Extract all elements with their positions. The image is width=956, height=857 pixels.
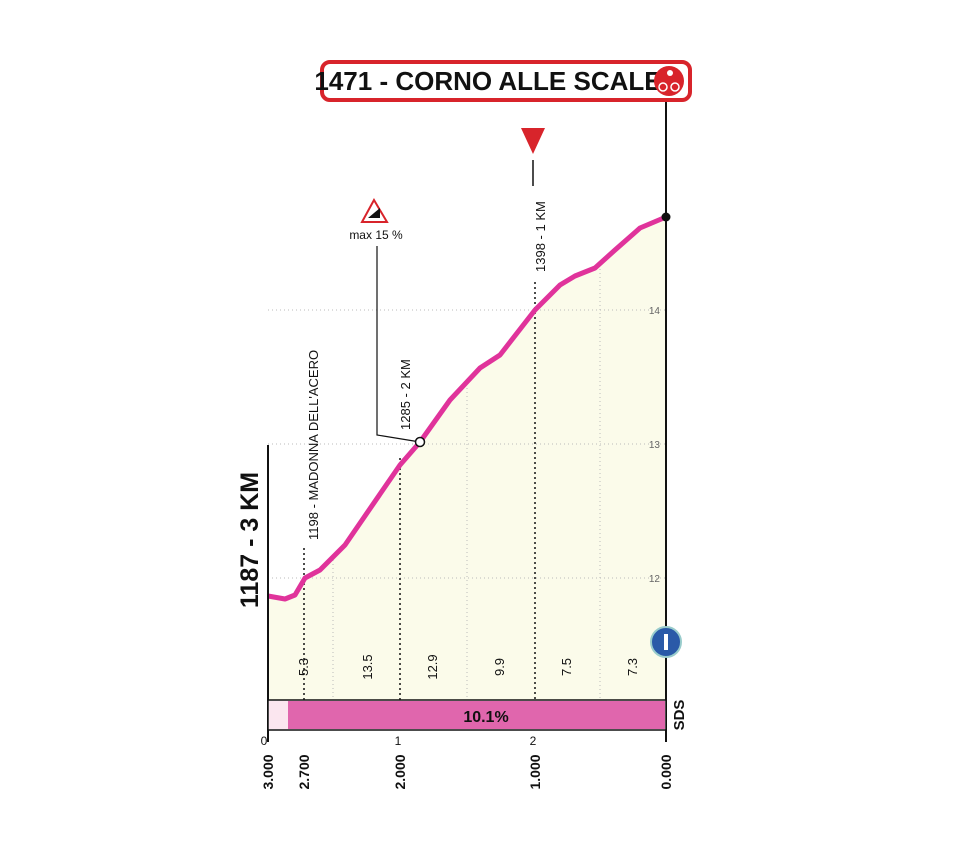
markers	[303, 282, 536, 700]
road-label: SDS	[671, 700, 688, 731]
km-tick: 1	[395, 734, 402, 748]
distance-label: 0.000	[658, 754, 674, 789]
gradient-label: 5.3	[296, 658, 311, 676]
gradient-segment	[288, 701, 665, 729]
title: 1471 - CORNO ALLE SCALE	[314, 66, 661, 96]
gradient-label: 7.3	[625, 658, 640, 676]
average-gradient: 10.1%	[463, 709, 508, 726]
max-point	[414, 436, 426, 448]
waypoint-label: 1198 - MADONNA DELL'ACERO	[306, 350, 321, 540]
gradient-label: 9.9	[492, 658, 507, 676]
title-box	[320, 60, 692, 102]
gradient-label: 7.5	[559, 658, 574, 676]
waypoint-label: 1285 - 2 KM	[398, 359, 413, 430]
grid	[268, 265, 666, 700]
gradient-label: 13.5	[360, 654, 375, 679]
distance-label: 2.000	[392, 754, 408, 789]
finish-icon	[654, 66, 684, 96]
km-tick: 2	[530, 734, 537, 748]
distance-label: 2.700	[296, 754, 312, 789]
gradient-label: 12.9	[425, 654, 440, 679]
max-label: max 15 %	[349, 228, 403, 242]
profile-area	[268, 217, 666, 700]
last-km-flag	[521, 128, 545, 154]
finish-dot	[661, 212, 671, 222]
waypoint-label: 1398 - 1 KM	[533, 201, 548, 272]
max-sign	[360, 197, 389, 223]
profile-line	[267, 214, 667, 602]
distance-label: 1.000	[527, 754, 543, 789]
grid-label: 12	[649, 574, 661, 585]
start-label: 1187 - 3 KM	[236, 472, 264, 608]
km-tick: 0	[261, 734, 268, 748]
distance-label: 3.000	[260, 754, 276, 789]
grid-label: 13	[649, 440, 661, 451]
grid-label: 14	[649, 306, 661, 317]
